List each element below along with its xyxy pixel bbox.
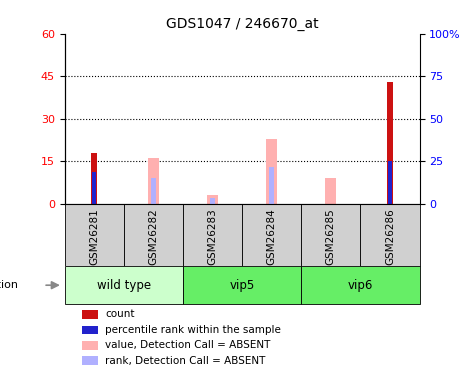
Bar	[301, 266, 420, 304]
Bar	[83, 326, 98, 334]
Bar	[207, 195, 218, 204]
Text: GSM26286: GSM26286	[385, 209, 395, 266]
Bar	[91, 153, 97, 204]
Text: GSM26283: GSM26283	[207, 209, 218, 266]
Bar	[151, 178, 156, 204]
Bar	[65, 266, 183, 304]
Text: percentile rank within the sample: percentile rank within the sample	[106, 325, 281, 334]
Bar	[65, 204, 124, 266]
Bar	[361, 204, 420, 266]
Text: GSM26284: GSM26284	[266, 209, 277, 266]
Text: rank, Detection Call = ABSENT: rank, Detection Call = ABSENT	[106, 356, 266, 366]
Bar	[301, 204, 361, 266]
Text: vip6: vip6	[348, 279, 373, 292]
Text: wild type: wild type	[97, 279, 151, 292]
Text: GSM26285: GSM26285	[326, 209, 336, 266]
Bar	[183, 266, 301, 304]
Bar	[83, 357, 98, 365]
Text: genotype/variation: genotype/variation	[0, 280, 18, 290]
Bar	[124, 204, 183, 266]
Bar	[210, 198, 215, 204]
Bar	[325, 178, 336, 204]
Bar	[387, 82, 393, 204]
Text: GSM26281: GSM26281	[89, 209, 99, 266]
Text: GSM26282: GSM26282	[148, 209, 158, 266]
Bar	[92, 172, 96, 204]
Bar	[148, 158, 159, 204]
Bar	[183, 204, 242, 266]
Bar	[269, 167, 274, 204]
Bar	[83, 310, 98, 319]
Text: count: count	[106, 309, 135, 319]
Text: vip5: vip5	[230, 279, 254, 292]
Text: value, Detection Call = ABSENT: value, Detection Call = ABSENT	[106, 340, 271, 350]
Bar	[242, 204, 301, 266]
Bar	[83, 341, 98, 350]
Bar	[388, 161, 392, 204]
Title: GDS1047 / 246670_at: GDS1047 / 246670_at	[165, 17, 319, 32]
Bar	[266, 138, 277, 204]
